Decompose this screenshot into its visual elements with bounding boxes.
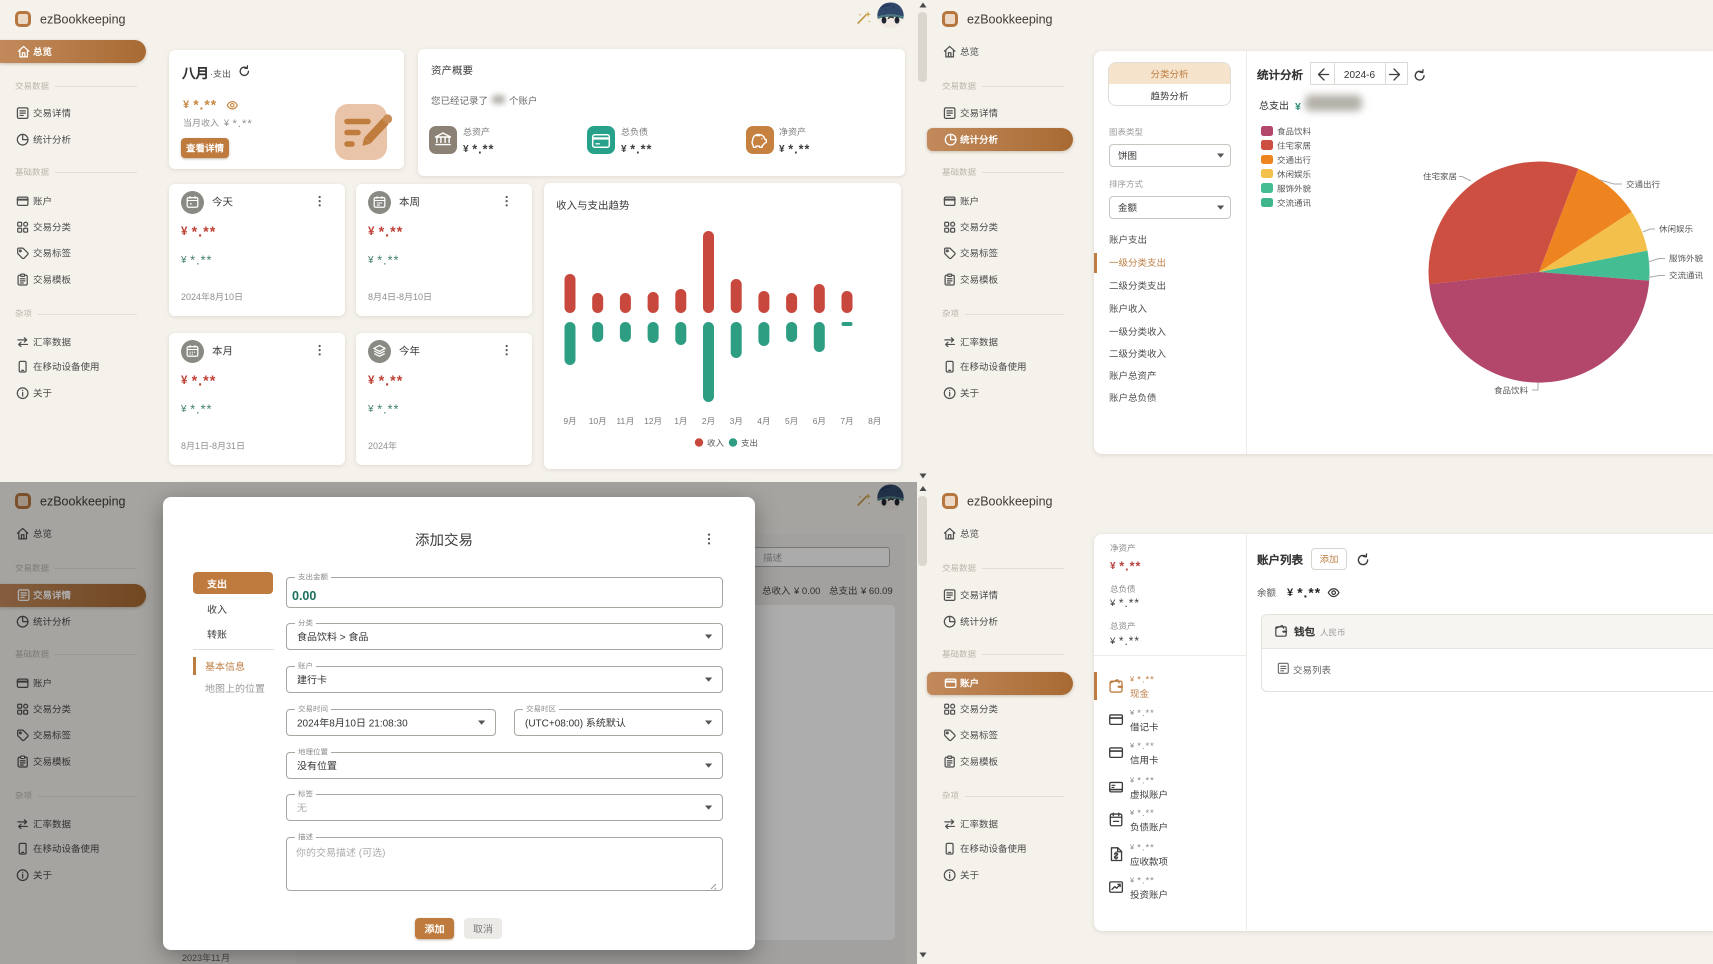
svg-text:ezBookkeeping: ezBookkeeping bbox=[40, 13, 126, 27]
svg-text:ezBookkeeping: ezBookkeeping bbox=[967, 13, 1053, 27]
svg-text:ezBookkeeping: ezBookkeeping bbox=[967, 495, 1053, 509]
